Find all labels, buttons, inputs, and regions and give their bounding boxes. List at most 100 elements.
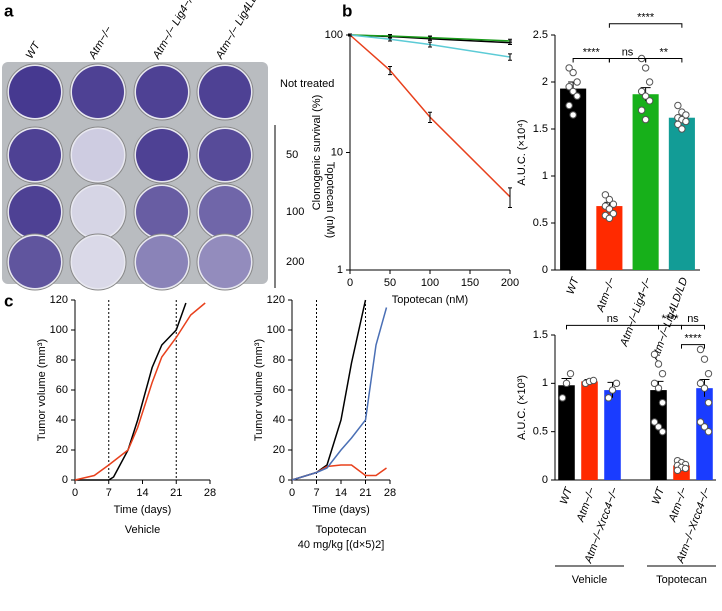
data-point xyxy=(573,78,581,86)
data-point xyxy=(704,398,713,407)
data-point xyxy=(605,205,614,213)
data-point xyxy=(604,394,613,402)
significance-bracket xyxy=(566,324,659,330)
well xyxy=(69,233,127,291)
bar xyxy=(632,94,659,270)
data-point xyxy=(654,423,663,431)
significance-bracket xyxy=(645,58,683,63)
y-tick-label: 40 xyxy=(273,414,285,426)
panel-label: a xyxy=(4,1,14,20)
data-point xyxy=(605,214,614,223)
well-stain xyxy=(9,236,61,288)
y-tick-label: 1 xyxy=(542,377,548,389)
data-point xyxy=(700,355,709,363)
well-stain xyxy=(72,236,124,288)
x-tick-label: Atm−/− xyxy=(574,485,598,524)
data-point xyxy=(645,97,654,105)
data-point xyxy=(562,379,571,388)
y-tick-label: 60 xyxy=(56,384,68,396)
error-bar xyxy=(388,37,392,42)
row-label: Not treated xyxy=(280,78,334,90)
x-tick-label: 0 xyxy=(72,487,78,499)
bar xyxy=(604,390,621,480)
y-axis-title: Clonogenic survival (%) xyxy=(311,95,323,211)
y-axis-title: Tumor volume (mm³) xyxy=(36,339,48,441)
x-tick-label: 14 xyxy=(136,487,148,499)
data-point xyxy=(565,64,573,72)
y-tick-label: 20 xyxy=(56,444,68,456)
x-tick-label: Atm−/− xyxy=(594,275,618,314)
y-tick-label: 120 xyxy=(50,294,68,306)
y-tick-label: 0 xyxy=(62,474,68,486)
series-line xyxy=(74,302,206,481)
data-point xyxy=(609,200,618,208)
caption: Topotecan xyxy=(316,524,367,536)
y-tick-label: 120 xyxy=(267,294,285,306)
significance-bracket xyxy=(608,23,683,28)
bar xyxy=(560,88,587,270)
y-tick-label: 0.5 xyxy=(533,217,548,229)
series-line xyxy=(291,464,387,481)
series-line xyxy=(75,302,187,481)
y-tick-label: 100 xyxy=(50,324,68,336)
data-point xyxy=(569,111,577,119)
data-point xyxy=(608,386,617,394)
data-point xyxy=(673,466,682,475)
data-point xyxy=(569,87,577,96)
well-stain xyxy=(199,129,251,181)
x-tick-label: Atm−/−Lig4−/− xyxy=(618,275,654,348)
well-stain xyxy=(72,129,124,181)
well-stain xyxy=(199,236,251,288)
data-point xyxy=(612,379,621,388)
well-stain xyxy=(136,236,188,288)
error-bar xyxy=(348,33,352,37)
series-line xyxy=(291,307,388,481)
significance-label: ns xyxy=(607,313,619,325)
well xyxy=(69,126,127,184)
x-tick-label: WT xyxy=(558,485,576,506)
data-point xyxy=(645,78,654,86)
data-point xyxy=(674,101,682,110)
well-stain xyxy=(199,186,251,238)
data-point xyxy=(704,369,713,378)
y-tick-label: 1 xyxy=(337,264,343,276)
y-tick-label: 1.5 xyxy=(533,123,548,135)
data-point xyxy=(637,106,646,114)
data-point xyxy=(650,418,659,426)
bar xyxy=(696,388,713,480)
y-tick-label: 80 xyxy=(273,354,285,366)
data-point xyxy=(696,379,705,388)
data-point xyxy=(704,427,713,436)
x-tick-label: 200 xyxy=(501,277,519,289)
data-point xyxy=(696,345,705,354)
well-stain xyxy=(199,66,251,118)
data-point xyxy=(658,398,667,407)
x-tick-label: WT xyxy=(650,485,668,506)
data-point xyxy=(674,120,682,129)
well-stain xyxy=(72,66,124,118)
bar xyxy=(558,385,575,480)
series-line xyxy=(291,299,367,481)
x-tick-label: 150 xyxy=(461,277,479,289)
y-tick-label: 2 xyxy=(542,76,548,88)
error-bar xyxy=(428,35,432,40)
well-stain xyxy=(136,129,188,181)
y-tick-label: 0 xyxy=(279,474,285,486)
data-point xyxy=(658,369,667,378)
series-line xyxy=(349,34,511,42)
data-point xyxy=(589,376,598,385)
group-label: Vehicle xyxy=(572,574,607,586)
row-label: 200 xyxy=(286,256,304,268)
x-tick-label: 28 xyxy=(384,487,396,499)
significance-label: ** xyxy=(659,46,668,58)
row-label: 50 xyxy=(286,149,298,161)
x-tick-label: 7 xyxy=(313,487,319,499)
data-point xyxy=(700,384,709,392)
y-tick-label: 1 xyxy=(542,170,548,182)
x-tick-label: 28 xyxy=(204,487,216,499)
significance-label: ns xyxy=(687,313,699,325)
caption: Vehicle xyxy=(125,524,160,536)
x-axis-title: Time (days) xyxy=(312,504,370,516)
significance-label: **** xyxy=(684,333,702,345)
